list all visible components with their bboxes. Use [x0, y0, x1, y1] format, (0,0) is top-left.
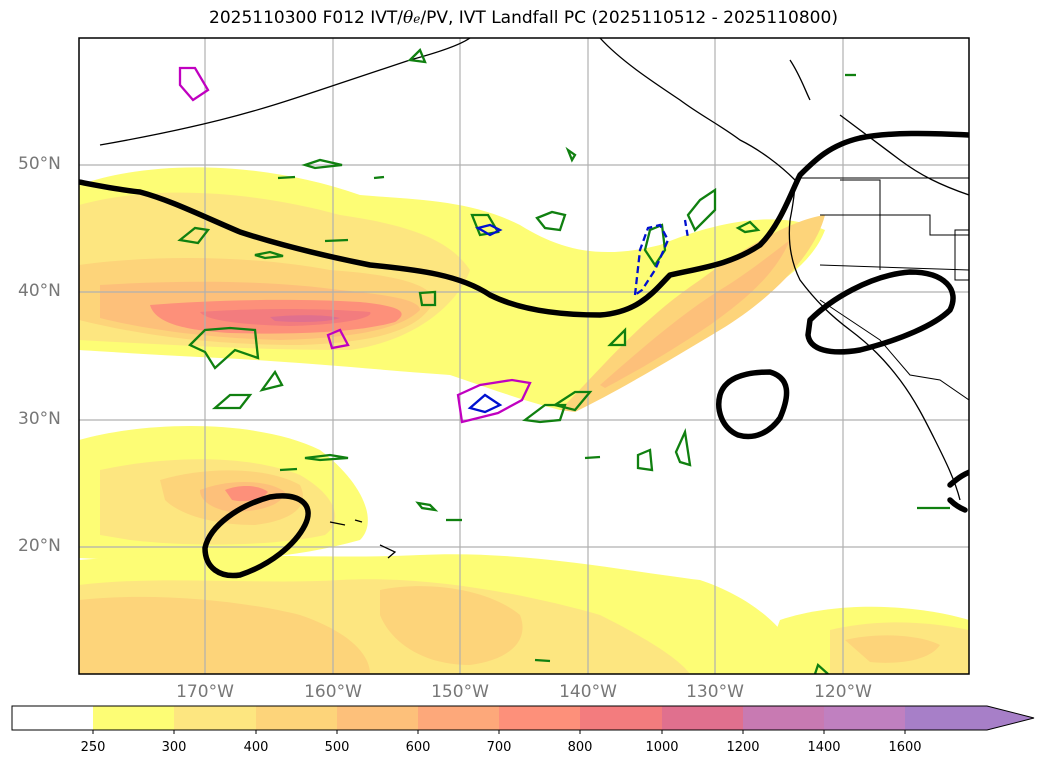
- colorbar-tick-label: 800: [567, 740, 593, 755]
- lon-label: 130°W: [686, 682, 744, 702]
- colorbar-segment: [256, 706, 337, 730]
- ivt-band-1200-north: [270, 315, 340, 322]
- colorbar-segment: [743, 706, 824, 730]
- colorbar-segment: [418, 706, 499, 730]
- pv-contours-magenta: [178, 66, 532, 424]
- colorbar-segment: [12, 706, 93, 730]
- colorbar-segment: [499, 706, 580, 730]
- colorbar-outline: [11, 705, 1035, 731]
- colorbar-tick-label: 600: [405, 740, 431, 755]
- colorbar-segment: [824, 706, 905, 730]
- coastlines: [99, 38, 969, 559]
- colorbar-tick-label: 300: [161, 740, 187, 755]
- colorbar-ticks: [92, 730, 906, 734]
- colorbar-extend-arrow: [987, 706, 1034, 730]
- ivt-fill: [79, 167, 969, 674]
- lon-label: 170°W: [176, 682, 234, 702]
- colorbar-segment: [337, 706, 418, 730]
- colorbar-tick-label: 400: [243, 740, 269, 755]
- colorbar-segment: [174, 706, 256, 730]
- ivt-band-400-sw: [79, 596, 370, 674]
- ivt-band-400-se: [845, 635, 940, 663]
- colorbar-tick-label: 250: [80, 740, 106, 755]
- colorbar-tick-label: 1600: [888, 740, 922, 755]
- ivt-landfall-pc: [79, 130, 969, 579]
- pv-contours-blue: [467, 219, 690, 414]
- lat-label: 20°N: [18, 536, 61, 556]
- lat-label: 50°N: [18, 154, 61, 174]
- lat-label: 30°N: [18, 409, 61, 429]
- ivt-band-400-sc: [380, 586, 523, 665]
- colorbar: [11, 705, 1035, 734]
- map-title: 2025110300 F012 IVT/θe/PV, IVT Landfall …: [209, 8, 838, 28]
- colorbar-tick-label: 1400: [807, 740, 841, 755]
- colorbar-tick-label: 700: [486, 740, 512, 755]
- lon-label: 160°W: [304, 682, 362, 702]
- lon-label: 120°W: [814, 682, 872, 702]
- colorbar-tick-label: 1200: [726, 740, 760, 755]
- country-borders: [798, 177, 969, 401]
- colorbar-tick-label: 500: [324, 740, 350, 755]
- ivt-band-500-ne: [600, 240, 790, 388]
- colorbar-segment: [905, 706, 987, 730]
- map-area: [79, 38, 969, 674]
- colorbar-tick-label: 1000: [645, 740, 679, 755]
- colorbar-segment: [580, 706, 662, 730]
- colorbar-segment: [93, 706, 174, 730]
- ivt-band-800-south: [225, 486, 268, 502]
- lat-label: 40°N: [18, 281, 61, 301]
- lon-label: 150°W: [431, 682, 489, 702]
- map-frame: [78, 37, 970, 675]
- colorbar-segment: [662, 706, 743, 730]
- lon-label: 140°W: [559, 682, 617, 702]
